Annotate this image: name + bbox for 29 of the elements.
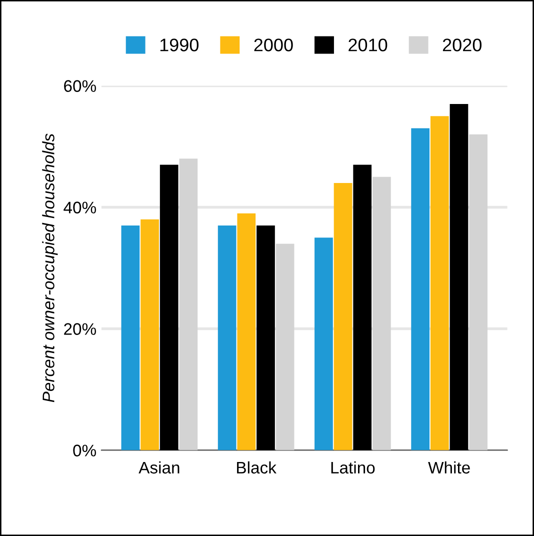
y-tick-label: 0% bbox=[73, 444, 96, 456]
y-axis-title: Percent owner-occupied households bbox=[42, 134, 58, 402]
bar bbox=[411, 128, 430, 450]
x-tick-label: Black bbox=[237, 461, 276, 474]
bar bbox=[218, 225, 236, 450]
x-tick-label: White bbox=[428, 461, 470, 474]
x-tick-label: Asian bbox=[138, 461, 180, 474]
legend-label: 2000 bbox=[254, 38, 293, 52]
bar bbox=[160, 164, 178, 450]
bar bbox=[140, 219, 159, 450]
x-tick-label: Latino bbox=[331, 461, 375, 474]
bar bbox=[469, 134, 488, 450]
bar bbox=[372, 176, 391, 450]
y-tick-label: 60% bbox=[64, 80, 96, 92]
bar bbox=[314, 238, 333, 450]
bar bbox=[334, 182, 352, 450]
legend-label: 2010 bbox=[348, 38, 388, 52]
y-tick-label: 40% bbox=[64, 202, 96, 214]
bar bbox=[450, 104, 468, 450]
bar bbox=[256, 225, 275, 450]
bar bbox=[276, 244, 294, 450]
y-tick-label: 20% bbox=[64, 323, 96, 335]
bar bbox=[237, 213, 256, 450]
bar bbox=[353, 164, 372, 450]
bar bbox=[179, 158, 198, 450]
bar bbox=[121, 225, 140, 450]
legend-label: 1990 bbox=[160, 38, 199, 52]
bar bbox=[430, 116, 449, 450]
legend-label: 2020 bbox=[442, 38, 482, 52]
